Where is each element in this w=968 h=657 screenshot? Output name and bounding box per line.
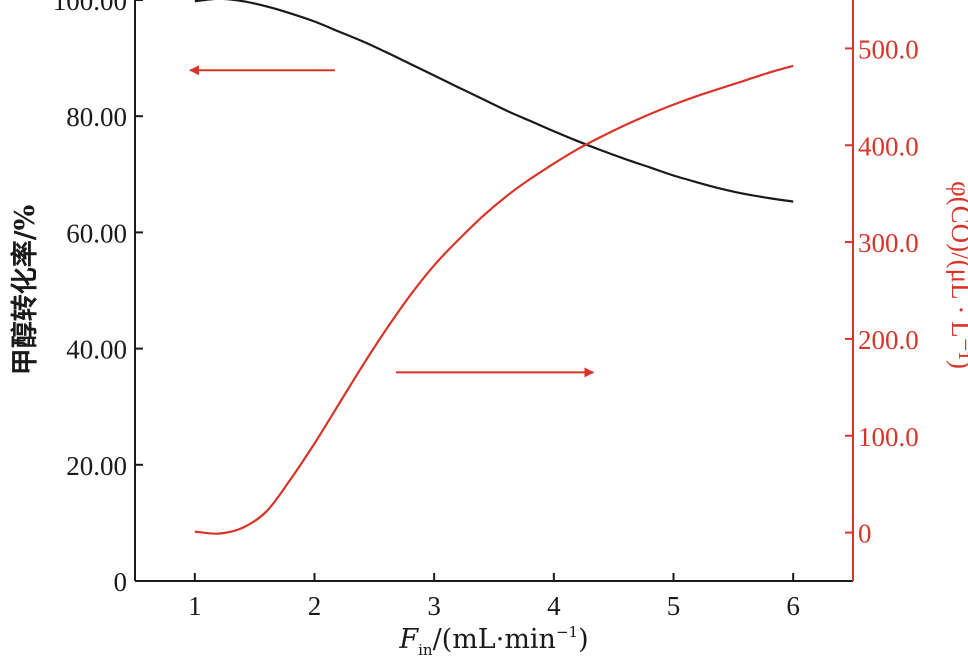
left-y-tick-label: 40.00 xyxy=(66,335,127,365)
annotation-layer xyxy=(189,65,595,378)
x-tick-label: 5 xyxy=(667,591,681,621)
left-y-tick-label: 20.00 xyxy=(66,451,127,481)
x-axis-label-unit: /(mL·min xyxy=(433,624,556,655)
right-y-axis-label: φ(CO)/(μL · L⁻¹) xyxy=(946,181,968,369)
x-tick-label: 6 xyxy=(786,591,800,621)
left-y-axis-label: 甲醇转化率/% xyxy=(9,205,41,376)
x-tick-label: 2 xyxy=(308,591,322,621)
right-y-tick-label: 500.0 xyxy=(858,34,919,64)
left-y-tick-label: 100.00 xyxy=(53,0,127,16)
right-y-tick-label: 400.0 xyxy=(858,131,919,161)
left-y-tick-label: 80.00 xyxy=(66,102,127,132)
left-y-tick-label: 60.00 xyxy=(66,218,127,248)
x-axis-ticks: 1 2 3 4 5 6 xyxy=(188,573,800,621)
right-y-tick-label: 200.0 xyxy=(858,325,919,355)
left-y-axis-ticks: 0 20.00 40.00 60.00 80.00 100.00 xyxy=(53,0,143,597)
co-concentration-line xyxy=(194,64,794,535)
right-y-tick-label: 100.0 xyxy=(858,422,919,452)
x-axis-label-close: ) xyxy=(578,624,589,655)
x-axis-label-sub: in xyxy=(418,641,433,657)
right-y-tick-label: 0 xyxy=(858,519,872,549)
x-axis-label-exp: −1 xyxy=(556,623,578,641)
x-axis-label-var: F xyxy=(398,624,419,655)
right-y-tick-label: 300.0 xyxy=(858,228,919,258)
x-tick-label: 3 xyxy=(427,591,441,621)
series-layer xyxy=(194,0,794,535)
x-tick-label: 1 xyxy=(188,591,202,621)
right-y-axis-ticks: 0 100.0 200.0 300.0 400.0 500.0 xyxy=(845,34,919,549)
x-axis-label: Fin/(mL·min−1) xyxy=(398,623,588,657)
x-tick-label: 4 xyxy=(547,591,561,621)
left-y-tick-label: 0 xyxy=(114,567,128,597)
methanol-conversion-line xyxy=(194,0,794,203)
